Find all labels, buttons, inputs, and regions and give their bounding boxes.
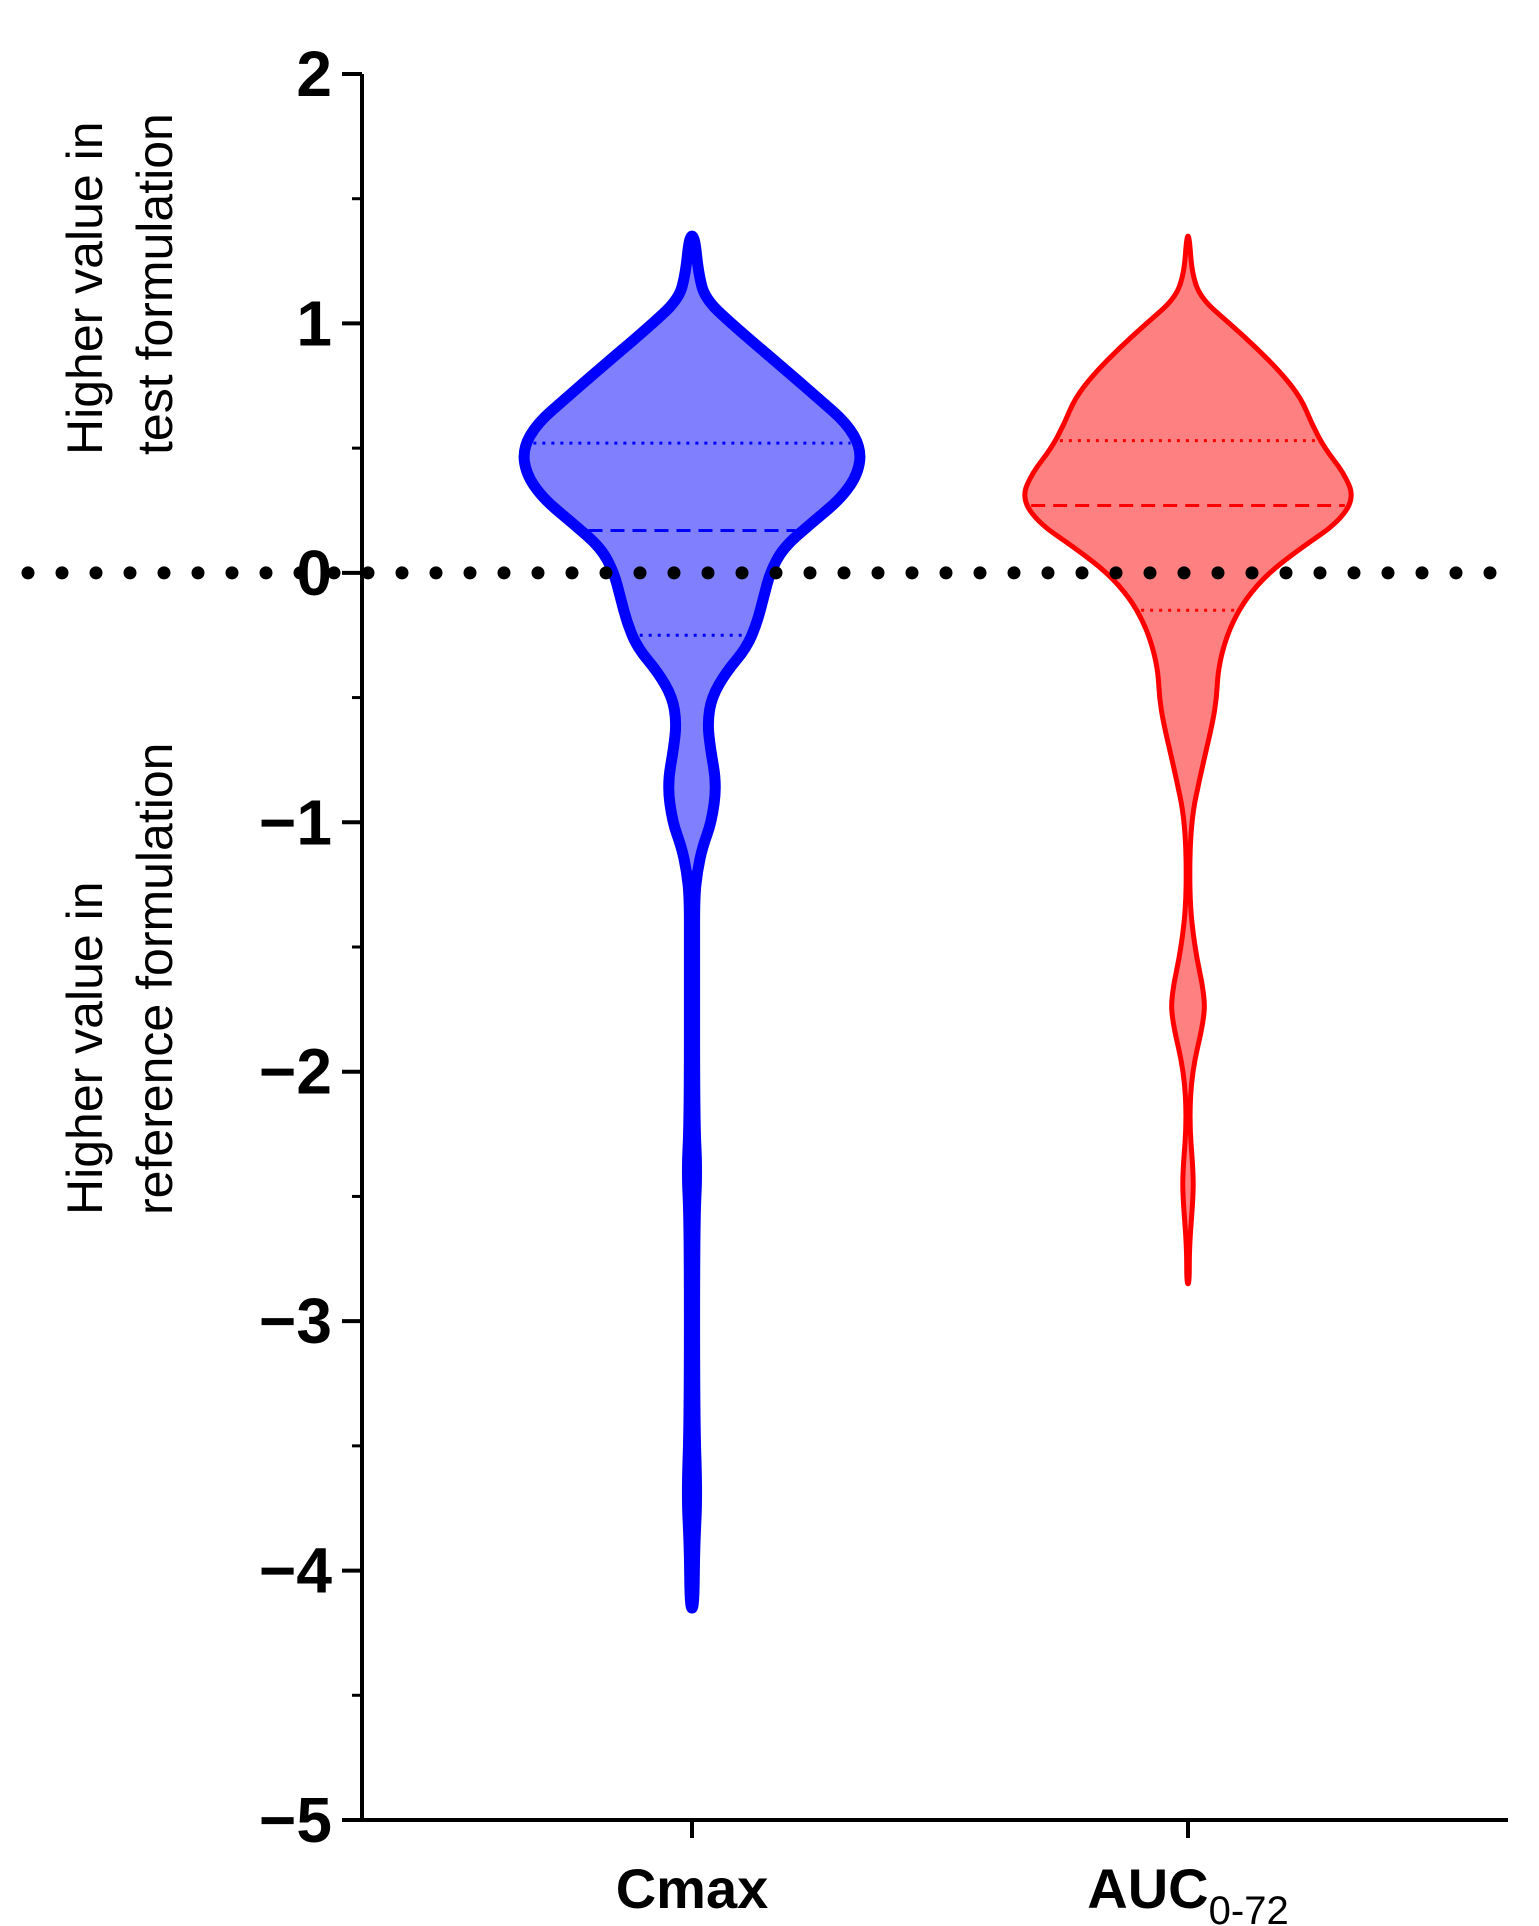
x-category-label: AUC0-72 [1087,1857,1288,1926]
y-tick-label: −3 [259,1285,332,1357]
lower-side-label-line-1: Higher value in [57,881,113,1215]
x-axis: Cmax AUC0-72 [362,1818,1508,1926]
violins [518,230,1354,1614]
upper-side-label-line-2: test formulation [127,113,183,455]
y-tick-label: −1 [259,786,332,858]
y-tick-label: 2 [296,38,332,110]
violin-auc [1022,233,1354,1287]
x-category-label: Cmax [616,1857,769,1920]
y-tick-label: −2 [259,1036,332,1108]
lower-side-label-line-2: reference formulation [127,743,183,1215]
y-tick-label: −5 [259,1784,332,1856]
y-tick-label: 1 [296,287,332,359]
y-tick-label: −4 [259,1535,332,1607]
violin-cmax [518,230,866,1614]
side-labels: Higher value in test formulation Higher … [57,113,183,1215]
upper-side-label-line-1: Higher value in [57,121,113,455]
y-axis: 210−1−2−3−4−5 [259,38,364,1856]
